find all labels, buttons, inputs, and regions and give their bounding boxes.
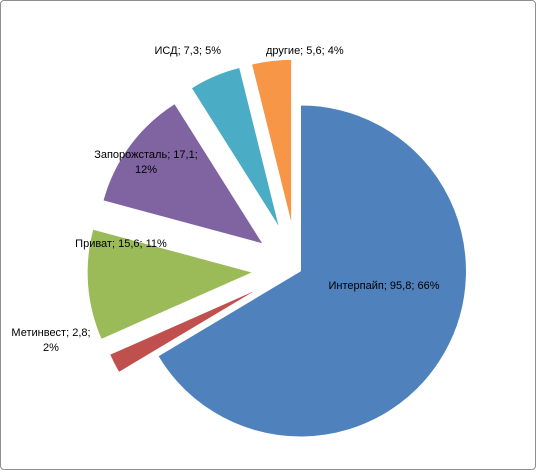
pie-slice [157, 104, 467, 438]
data-label: Приват; 15,6; 11% [75, 238, 167, 250]
pie-slice [190, 66, 281, 230]
data-label: Метинвест; 2,8; 2% [11, 327, 91, 354]
pie-slice [102, 103, 264, 245]
data-label: другие; 5,6; 4% [266, 45, 344, 57]
data-label: Интерпайп; 95,8; 66% [328, 280, 440, 292]
pie-slice [109, 286, 262, 373]
pie-slice [251, 58, 293, 226]
pie-slice [86, 228, 254, 340]
data-label: ИСД; 7,3; 5% [154, 45, 221, 57]
data-label: Запорожсталь; 17,1; 12% [94, 149, 198, 176]
